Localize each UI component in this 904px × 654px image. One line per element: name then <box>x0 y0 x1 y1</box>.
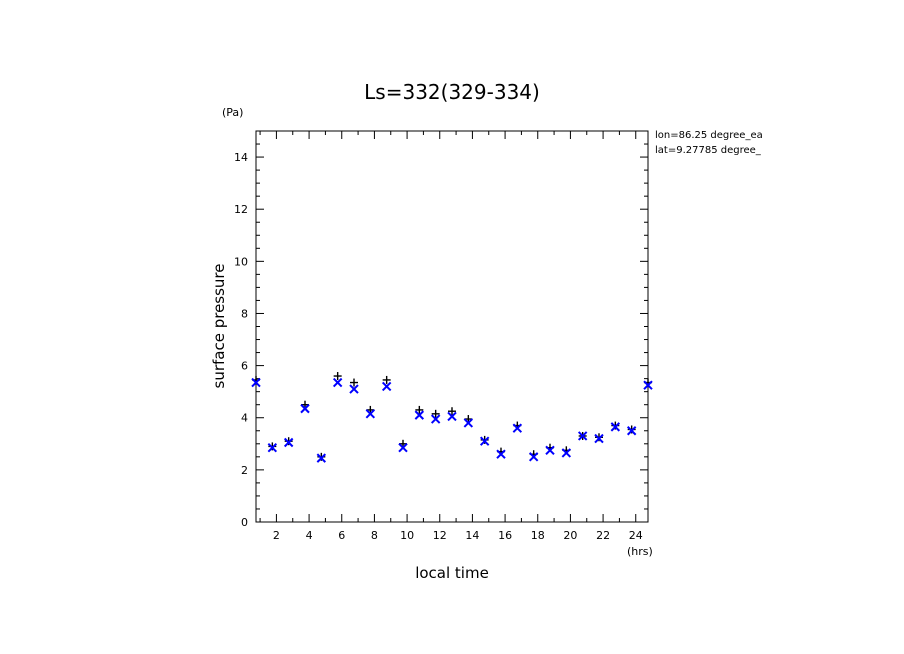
x-marker <box>349 384 359 394</box>
y-tick-label: 12 <box>234 203 248 216</box>
chart-title: Ls=332(329-334) <box>364 80 540 104</box>
x-marker <box>316 453 327 463</box>
lat-annotation: lat=9.27785 degree_ <box>655 145 762 156</box>
x-marker <box>512 423 523 433</box>
x-marker <box>251 377 261 388</box>
plus-marker <box>448 407 456 416</box>
x-marker <box>414 410 425 420</box>
y-tick-label: 4 <box>241 412 248 425</box>
x-marker <box>447 411 457 422</box>
x-axis-label: local time <box>415 564 489 582</box>
y-tick-label: 14 <box>234 151 248 164</box>
x-marker <box>463 418 474 428</box>
y-tick-label: 0 <box>241 516 248 529</box>
x-tick-label: 14 <box>465 529 479 542</box>
x-marker <box>594 433 604 444</box>
lon-annotation: lon=86.25 degree_ea <box>655 130 763 141</box>
x-marker <box>398 443 408 453</box>
x-marker <box>496 449 506 459</box>
plus-marker <box>415 405 424 414</box>
x-marker <box>528 452 539 462</box>
x-marker <box>300 403 310 414</box>
x-marker <box>381 381 392 392</box>
x-marker <box>332 377 343 388</box>
x-marker <box>626 426 637 436</box>
x-tick-label: 22 <box>596 529 610 542</box>
x-tick-label: 8 <box>371 529 378 542</box>
x-marker <box>283 437 294 448</box>
x-tick-label: 10 <box>400 529 414 542</box>
y-tick-label: 6 <box>241 360 248 373</box>
x-marker <box>365 409 376 419</box>
x-unit-label: (hrs) <box>627 545 653 558</box>
x-marker <box>479 436 490 446</box>
plus-marker <box>382 375 391 384</box>
y-tick-label: 10 <box>234 255 248 268</box>
x-tick-label: 20 <box>563 529 577 542</box>
y-unit-label: (Pa) <box>222 106 243 119</box>
x-marker <box>643 380 653 390</box>
x-marker <box>561 448 572 458</box>
plus-marker <box>333 372 342 381</box>
x-marker <box>577 431 588 441</box>
x-tick-label: 18 <box>531 529 545 542</box>
x-marker <box>430 414 441 424</box>
x-tick-label: 6 <box>338 529 345 542</box>
y-tick-label: 2 <box>241 464 248 477</box>
x-tick-label: 2 <box>273 529 280 542</box>
plot-frame <box>255 130 649 523</box>
marks-layer <box>251 372 653 463</box>
x-tick-label: 4 <box>306 529 313 542</box>
y-tick-label: 8 <box>241 307 248 320</box>
x-marker <box>545 445 555 456</box>
plus-marker <box>350 378 358 387</box>
x-marker <box>267 443 278 453</box>
y-axis-label: surface pressure <box>210 264 228 389</box>
plus-marker <box>431 409 440 418</box>
x-tick-label: 12 <box>433 529 447 542</box>
x-tick-label: 24 <box>629 529 643 542</box>
x-marker <box>610 422 621 432</box>
x-tick-label: 16 <box>498 529 512 542</box>
